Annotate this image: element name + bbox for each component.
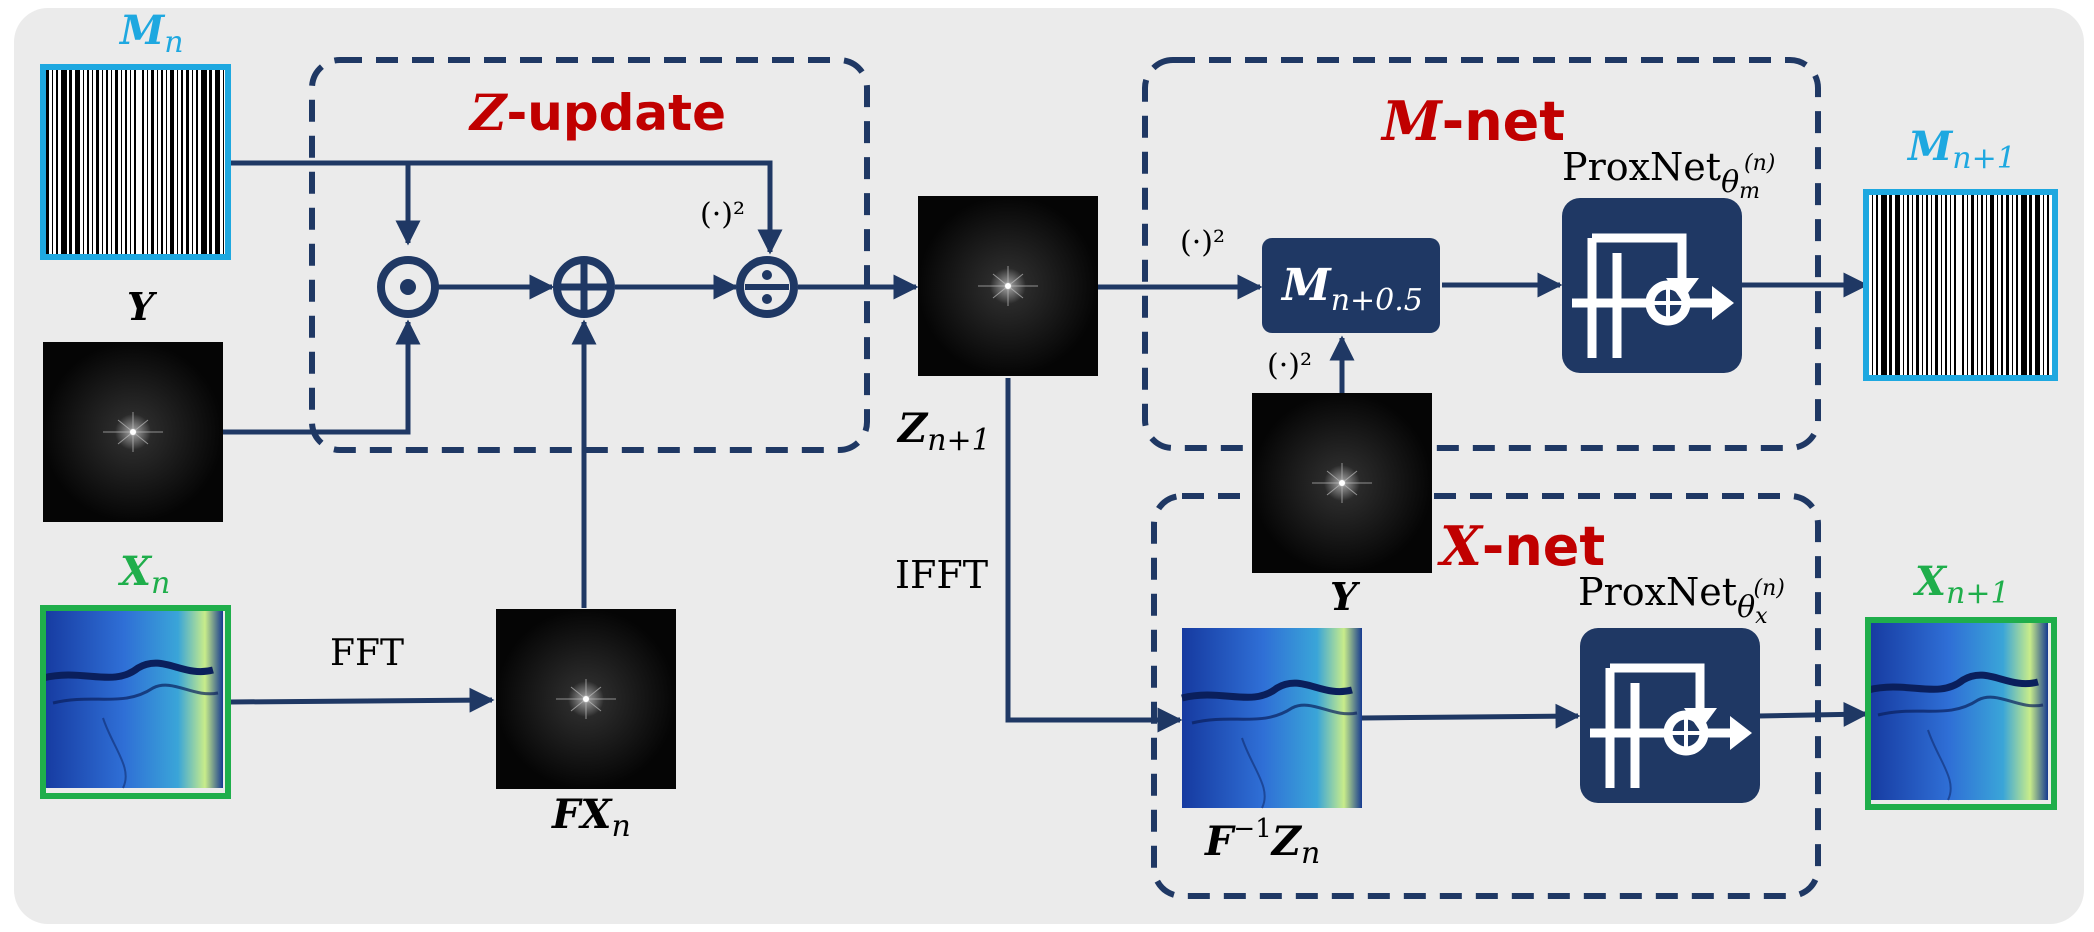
z-kspace-image (917, 195, 1099, 377)
proxnet-x-label: ProxNetθx(n) (1578, 570, 1785, 629)
m-net-title: M-net (1380, 89, 1565, 153)
fx-label: FXn (551, 791, 631, 844)
mask-input-image (40, 64, 231, 260)
proxnet-m-icon (1562, 198, 1742, 373)
proxnet-m-label: ProxNetθm(n) (1562, 145, 1775, 204)
x-input-label: Xn (117, 548, 170, 601)
x-input-image (43, 608, 231, 799)
x-output-image (1868, 620, 2057, 810)
ifft-label: IFFT (895, 553, 988, 597)
z-update-box (309, 57, 870, 453)
divide-operator-icon (736, 256, 798, 318)
inverse-fft-label: F−1Zn (1204, 814, 1320, 871)
half-step-mask-node (1262, 238, 1440, 333)
z-output-label: Zn+1 (896, 405, 991, 458)
y-input-label: Y (127, 284, 158, 329)
mask-output-label: Mn+1 (1906, 123, 2016, 176)
half-step-mask-label: Mn+0.5 (1280, 260, 1423, 318)
x-net-y-label: Y (1330, 574, 1361, 619)
diagram-background (14, 8, 2084, 924)
m-net-square-label-bottom: (·)² (1267, 348, 1312, 383)
x-output-label: Xn+1 (1912, 558, 2010, 611)
fx-kspace-image (495, 608, 677, 790)
proxnet-x-icon (1580, 628, 1760, 803)
y-kspace-image (42, 341, 224, 523)
connection-lines (222, 160, 1869, 733)
z-update-title: Z-update (468, 83, 726, 142)
fft-label: FFT (330, 633, 404, 674)
hadamard-product-icon (377, 256, 439, 318)
x-net-box (1151, 493, 1821, 899)
mask-input-label: Mn (118, 7, 184, 60)
inverse-fft-image (1182, 628, 1362, 808)
x-net-title: X-net (1437, 514, 1605, 578)
m-net-square-label-top: (·)² (1180, 225, 1225, 260)
y-kspace-image-xnet (1251, 392, 1433, 574)
z-update-square-label: (·)² (700, 197, 745, 232)
m-net-box (1142, 57, 1821, 451)
plus-operator-icon (553, 256, 615, 318)
mask-output-image (1863, 189, 2058, 381)
